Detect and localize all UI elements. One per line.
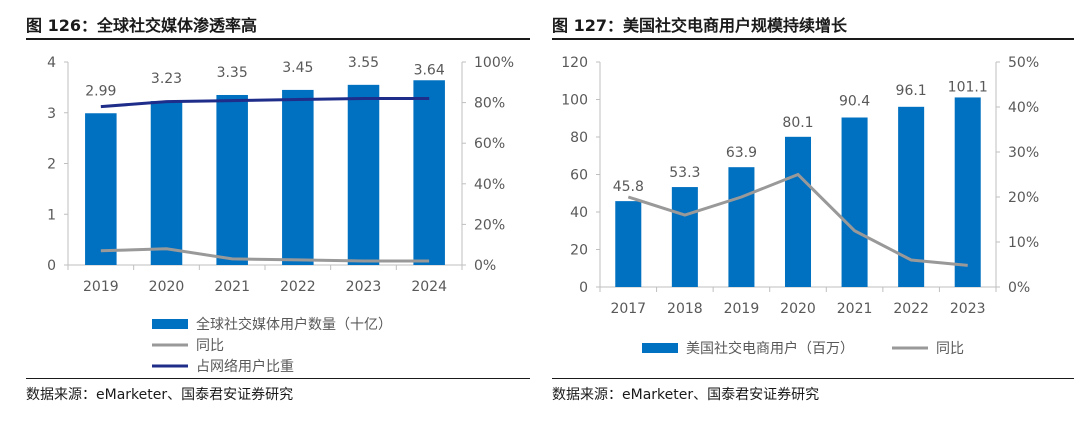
bar bbox=[615, 201, 642, 287]
data-label: 63.9 bbox=[726, 145, 757, 161]
left-tick-label: 100 bbox=[561, 93, 588, 109]
x-tick-label: 2022 bbox=[280, 279, 316, 295]
x-tick-label: 2021 bbox=[214, 279, 250, 295]
bar bbox=[282, 89, 314, 265]
right-tick-label: 0% bbox=[474, 258, 496, 274]
legend-label: 全球社交媒体用户数量（十亿） bbox=[196, 316, 392, 333]
series-line bbox=[100, 247, 430, 263]
left-tick-label: 80 bbox=[570, 130, 588, 146]
chart-127: 0 20 40 60 80 100 120 0% 10% 20% 30% 40% 50% 2017 2018… bbox=[561, 55, 1039, 357]
data-label: 3.55 bbox=[348, 55, 379, 71]
data-label: 2.99 bbox=[85, 83, 116, 99]
x-tick-label: 2023 bbox=[346, 279, 382, 295]
bar bbox=[347, 84, 380, 266]
left-tick-label: 20 bbox=[570, 243, 588, 259]
right-tick-label: 40% bbox=[474, 177, 505, 193]
bar bbox=[150, 101, 183, 265]
x-tick-label: 2019 bbox=[83, 279, 119, 295]
bar bbox=[671, 187, 698, 287]
source-rule bbox=[26, 378, 530, 379]
legend-swatch bbox=[152, 319, 188, 329]
x-tick-label: 2021 bbox=[837, 301, 873, 317]
x-tick-label: 2020 bbox=[780, 301, 816, 317]
series-line bbox=[627, 172, 968, 267]
right-tick-label: 80% bbox=[474, 96, 505, 112]
right-tick-label: 10% bbox=[1008, 235, 1039, 251]
data-label: 96.1 bbox=[896, 83, 927, 99]
x-tick-label: 2018 bbox=[667, 301, 703, 317]
legend-label: 美国社交电商用户（百万） bbox=[686, 340, 854, 357]
left-tick-label: 0 bbox=[579, 280, 588, 296]
data-label: 3.35 bbox=[217, 65, 248, 81]
data-label: 53.3 bbox=[669, 165, 700, 181]
legend-label: 同比 bbox=[196, 338, 224, 354]
right-tick-label: 50% bbox=[1008, 55, 1039, 71]
series-line bbox=[100, 97, 430, 109]
left-tick-label: 120 bbox=[561, 55, 588, 71]
legend-label: 同比 bbox=[936, 341, 964, 357]
left-tick-label: 4 bbox=[47, 55, 56, 71]
figure-127: 图 127：美国社交电商用户规模持续增长 0 20 40 60 80 100 120 0% 10… bbox=[548, 0, 1080, 423]
data-label: 3.64 bbox=[414, 62, 445, 78]
source-rule bbox=[552, 378, 1074, 379]
right-tick-label: 100% bbox=[474, 55, 514, 71]
title-rule bbox=[552, 38, 1074, 40]
left-tick-label: 2 bbox=[47, 157, 56, 173]
left-tick-label: 0 bbox=[47, 258, 56, 274]
bar bbox=[216, 94, 248, 265]
data-label: 101.1 bbox=[948, 79, 988, 95]
source-note: 数据来源：eMarketer、国泰君安证券研究 bbox=[26, 387, 294, 403]
right-tick-label: 30% bbox=[1008, 145, 1039, 161]
data-label: 3.23 bbox=[151, 71, 182, 87]
data-label: 45.8 bbox=[613, 179, 644, 195]
right-tick-label: 20% bbox=[1008, 190, 1039, 206]
x-tick-label: 2022 bbox=[893, 301, 929, 317]
bar bbox=[841, 117, 868, 287]
legend-swatch bbox=[642, 343, 678, 353]
left-tick-label: 1 bbox=[47, 207, 56, 223]
right-tick-label: 0% bbox=[1008, 280, 1030, 296]
bar bbox=[85, 113, 117, 265]
left-tick-label: 60 bbox=[570, 168, 588, 184]
figure-title: 图 127：美国社交电商用户规模持续增长 bbox=[552, 16, 847, 35]
right-tick-label: 60% bbox=[474, 136, 505, 152]
x-tick-label: 2019 bbox=[724, 301, 760, 317]
legend-label: 占网络用户比重 bbox=[196, 358, 294, 375]
x-tick-label: 2017 bbox=[610, 301, 646, 317]
left-tick-label: 40 bbox=[570, 205, 588, 221]
x-tick-label: 2024 bbox=[411, 279, 447, 295]
left-tick-label: 3 bbox=[47, 106, 56, 122]
x-tick-label: 2020 bbox=[149, 279, 185, 295]
data-label: 3.45 bbox=[282, 60, 313, 76]
figure-title: 图 126：全球社交媒体渗透率高 bbox=[26, 16, 257, 35]
data-label: 80.1 bbox=[782, 115, 813, 131]
bar bbox=[728, 167, 755, 287]
bar bbox=[954, 97, 981, 287]
bar bbox=[784, 136, 812, 287]
right-tick-label: 40% bbox=[1008, 100, 1039, 116]
data-label: 90.4 bbox=[839, 94, 870, 110]
x-tick-label: 2023 bbox=[950, 301, 986, 317]
source-note: 数据来源：eMarketer、国泰君安证券研究 bbox=[552, 387, 820, 403]
bar bbox=[413, 80, 445, 266]
figure-126: 图 126：全球社交媒体渗透率高 0 1 2 3 4 0% 20% 40% 60% 80% 100%… bbox=[26, 16, 530, 403]
title-rule bbox=[26, 38, 530, 40]
right-tick-label: 20% bbox=[474, 217, 505, 233]
